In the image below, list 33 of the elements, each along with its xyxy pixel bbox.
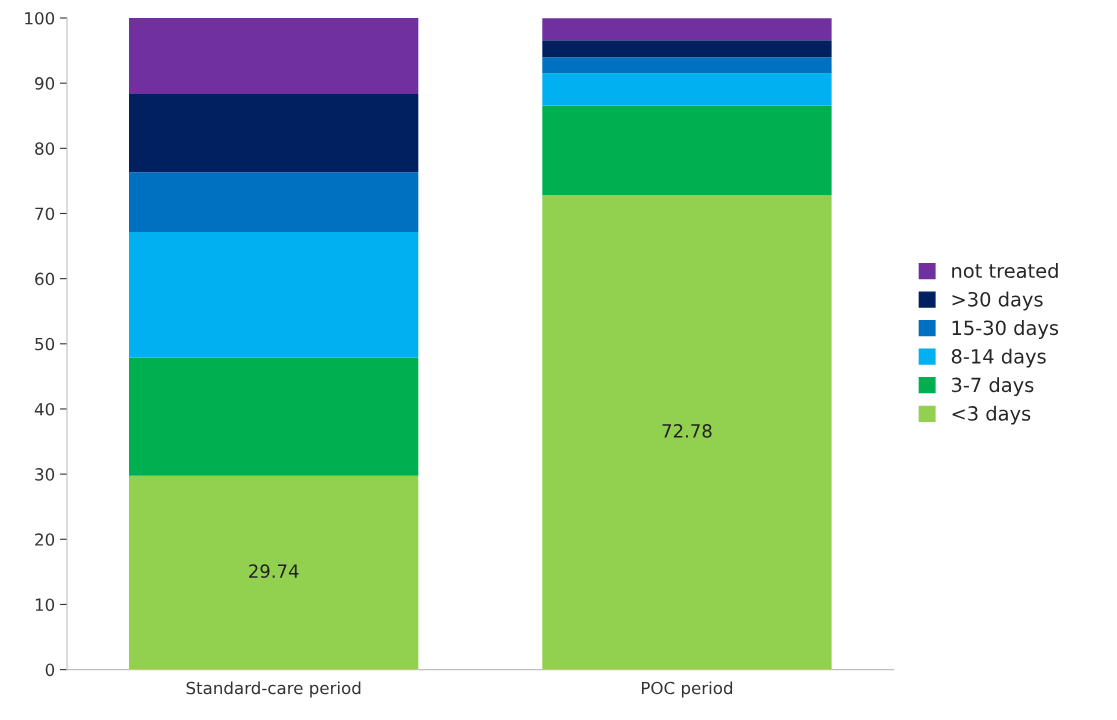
bar [129, 475, 419, 670]
bar [542, 105, 832, 196]
legend-label: 15-30 days [952, 320, 1059, 339]
y-tick-label: 100 [25, 11, 55, 25]
data-label: 72.78 [662, 424, 712, 438]
bar [129, 357, 419, 476]
x-tick-label: Standard-care period [186, 681, 361, 698]
bar [129, 18, 419, 94]
x-tick-label: POC period [641, 681, 733, 698]
y-tick-label: 50 [35, 337, 55, 351]
legend-label: 8-14 days [951, 348, 1046, 368]
y-tick-label: 60 [35, 272, 55, 286]
bar [542, 73, 832, 106]
y-tick-label: 40 [34, 402, 55, 416]
legend-label: 3-7 days [951, 377, 1034, 397]
y-tick-label: 10 [35, 598, 55, 612]
legend-label: <3 days [952, 405, 1031, 425]
bar [542, 57, 832, 74]
y-tick-label: 30 [35, 468, 55, 481]
y-tick-label: 80 [35, 142, 55, 155]
bar [542, 40, 832, 58]
bar [129, 93, 419, 173]
bar [129, 232, 419, 358]
data-label: 29.74 [249, 564, 299, 578]
y-tick-label: 70 [35, 207, 55, 221]
bar [129, 172, 419, 233]
legend-label: >30 days [952, 291, 1043, 311]
y-tick-label: 20 [35, 533, 55, 546]
legend-label: not treated [952, 263, 1058, 279]
y-tick-label: 0 [45, 663, 55, 677]
bar [542, 18, 832, 41]
y-tick-label: 90 [35, 77, 55, 90]
bar [542, 195, 832, 670]
